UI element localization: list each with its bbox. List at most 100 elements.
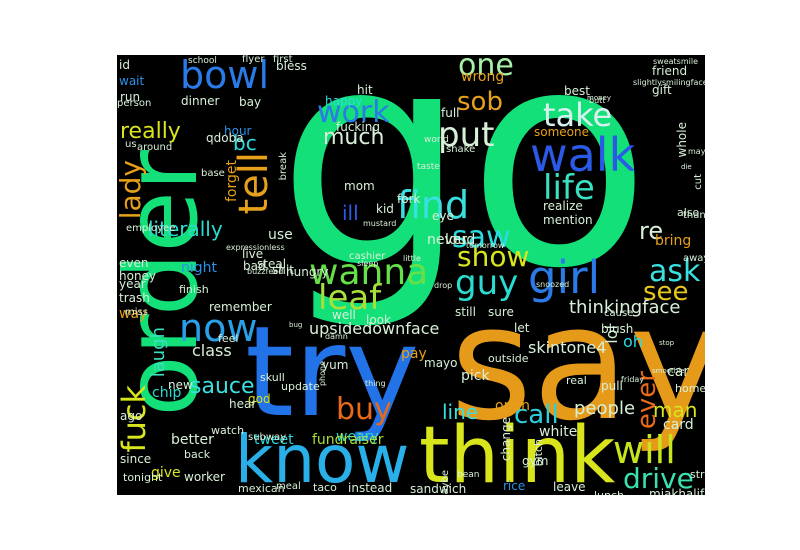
- cloud-word-55: fundraiser: [312, 432, 384, 448]
- cloud-word-59: realize: [543, 199, 583, 213]
- cloud-word-125: street: [690, 468, 705, 481]
- cloud-word-110: hear: [229, 397, 257, 411]
- cloud-word-83: school: [188, 56, 217, 66]
- cloud-word-15: wanna: [309, 252, 429, 293]
- cloud-word-136: pull: [601, 379, 623, 393]
- cloud-word-48: use: [268, 227, 293, 243]
- cloud-word-145: yum: [322, 358, 349, 372]
- cloud-word-156: break: [278, 152, 289, 181]
- cloud-word-56: oh: [623, 332, 643, 351]
- cloud-word-169: may: [688, 147, 705, 156]
- cloud-word-70: best: [564, 84, 590, 98]
- cloud-word-155: base: [201, 168, 225, 179]
- cloud-word-68: hit: [357, 83, 373, 97]
- cloud-word-0: go: [277, 55, 651, 334]
- cloud-word-126: cashier: [349, 251, 386, 262]
- cloud-word-30: call: [514, 400, 559, 430]
- cloud-word-9: girl: [528, 251, 601, 304]
- cloud-word-72: gift: [652, 83, 672, 97]
- cloud-word-165: expressionless: [226, 243, 285, 252]
- cloud-word-170: die: [681, 163, 692, 171]
- cloud-word-178: snoozed: [536, 280, 570, 289]
- cloud-word-133: cause: [604, 308, 634, 319]
- cloud-word-168: money: [587, 94, 611, 102]
- cloud-word-180: drop: [434, 281, 453, 290]
- cloud-word-71: friend: [652, 64, 688, 78]
- cloud-word-146: mayo: [424, 356, 458, 370]
- cloud-word-12: take: [543, 96, 613, 134]
- cloud-word-129: still: [455, 305, 476, 319]
- cloud-word-148: subway: [248, 432, 287, 443]
- cloud-word-114: tonight: [123, 471, 163, 484]
- cloud-word-46: class: [192, 341, 232, 360]
- cloud-word-100: update: [281, 380, 320, 393]
- cloud-word-67: happy: [325, 94, 363, 108]
- cloud-word-120: sandwich: [410, 482, 467, 495]
- cloud-word-105: trash: [119, 291, 150, 305]
- cloud-word-149: whole: [675, 122, 689, 158]
- cloud-word-24: show: [457, 240, 530, 273]
- cloud-word-82: bless: [276, 59, 307, 73]
- cloud-word-47: night: [181, 260, 218, 276]
- cloud-word-140: change: [499, 417, 513, 462]
- cloud-word-173: damn: [325, 332, 348, 341]
- cloud-word-174: phone: [318, 361, 327, 387]
- cloud-word-65: bring: [655, 233, 692, 249]
- cloud-word-159: miss: [125, 307, 148, 318]
- cloud-word-166: slightlysmilingface: [633, 78, 705, 87]
- cloud-word-172: little: [403, 254, 421, 263]
- cloud-word-52: weary: [336, 429, 379, 445]
- cloud-word-58: never: [427, 232, 468, 248]
- cloud-word-103: honey: [119, 269, 157, 283]
- cloud-word-69: full: [441, 106, 460, 120]
- cloud-word-13: tell: [231, 152, 277, 215]
- cloud-word-10: find: [397, 183, 470, 227]
- cloud-word-104: year: [119, 277, 146, 291]
- cloud-word-141: gym: [522, 454, 549, 468]
- cloud-word-26: lady: [117, 160, 147, 220]
- cloud-word-157: employee: [126, 223, 176, 234]
- cloud-word-32: really: [120, 119, 181, 144]
- cloud-word-142: bitch: [532, 439, 545, 467]
- cloud-word-51: chip: [152, 385, 182, 401]
- cloud-word-33: much: [323, 125, 385, 150]
- cloud-word-86: around: [137, 142, 173, 153]
- cloud-word-181: bug: [289, 321, 303, 329]
- cloud-word-162: mustard: [363, 219, 397, 228]
- cloud-word-163: sweatsmile: [653, 57, 698, 66]
- cloud-word-35: people: [574, 398, 636, 419]
- cloud-word-116: mexican: [238, 482, 285, 495]
- cloud-word-139: open: [495, 398, 530, 414]
- cloud-word-99: skull: [260, 371, 285, 384]
- cloud-word-7: bowl: [180, 55, 270, 97]
- cloud-word-131: let: [514, 321, 530, 335]
- cloud-word-112: back: [184, 448, 211, 461]
- cloud-word-164: tomorrow: [466, 241, 505, 250]
- cloud-word-161: taste: [417, 162, 440, 172]
- cloud-word-81: first: [273, 55, 293, 65]
- cloud-word-123: lunch: [594, 490, 624, 495]
- cloud-word-160: shake: [446, 144, 476, 155]
- cloud-word-78: run: [120, 90, 141, 104]
- word-cloud: go say try order think know walk bowl now girl fin…: [117, 55, 705, 495]
- cloud-word-41: upsidedownface: [309, 319, 440, 338]
- cloud-word-113: since: [120, 452, 152, 466]
- cloud-word-43: bc: [233, 131, 257, 155]
- cloud-word-171: sleep: [357, 259, 379, 268]
- cloud-word-19: work: [317, 95, 390, 130]
- cloud-word-97: remember: [209, 300, 272, 314]
- cloud-word-106: way: [119, 306, 148, 322]
- cloud-word-122: leave: [553, 480, 586, 494]
- cloud-word-66: wrong: [461, 69, 505, 85]
- cloud-word-158: us: [125, 139, 137, 150]
- cloud-word-128: well: [332, 308, 356, 322]
- cloud-word-127: look: [366, 313, 391, 327]
- cloud-word-75: dinner: [181, 94, 220, 108]
- cloud-word-11: life: [543, 168, 595, 208]
- cloud-word-49: give: [151, 465, 181, 481]
- cloud-word-143: bean: [457, 470, 480, 480]
- cloud-word-4: think: [419, 411, 616, 495]
- cloud-word-36: line: [442, 400, 479, 424]
- cloud-word-87: person: [117, 98, 152, 109]
- cloud-word-62: loud: [445, 232, 476, 248]
